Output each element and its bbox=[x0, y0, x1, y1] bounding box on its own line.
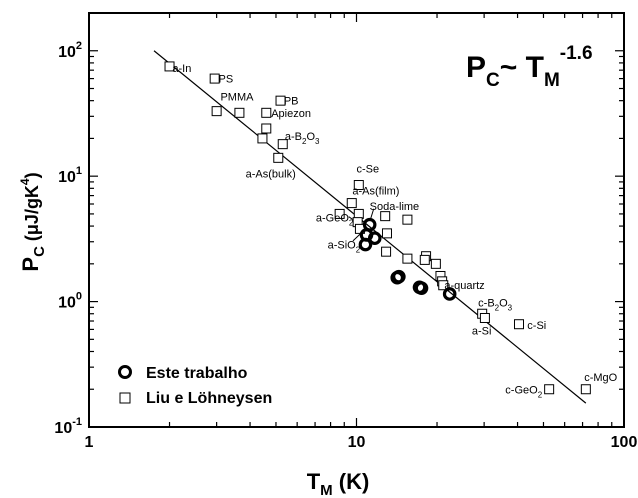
legend-square-marker bbox=[119, 392, 131, 404]
series-liu-lohneysen bbox=[164, 61, 591, 395]
circle-point bbox=[442, 287, 457, 301]
point-label: PMMA bbox=[220, 92, 254, 104]
point-label: a-GeO2 bbox=[316, 212, 354, 227]
legend-circle-marker bbox=[118, 365, 132, 379]
point-label: a-SiO2 bbox=[328, 240, 361, 255]
square-point bbox=[257, 133, 268, 144]
fit-line bbox=[153, 50, 587, 404]
tick-labels: 1 10 100 10-1 100 101 102 bbox=[54, 40, 637, 451]
x-axis-title: TM (K) bbox=[307, 469, 370, 498]
square-point bbox=[381, 246, 392, 257]
legend-label-liu-lohneysen: Liu e Löhneysen bbox=[146, 390, 272, 407]
square-point bbox=[164, 61, 175, 72]
square-point bbox=[438, 280, 449, 291]
y-tick-label: 100 bbox=[58, 291, 82, 312]
circle-point bbox=[392, 269, 406, 284]
square-point bbox=[402, 253, 413, 264]
point-label: a-B2O3 bbox=[285, 131, 320, 146]
square-point bbox=[234, 107, 245, 118]
square-point bbox=[430, 258, 441, 269]
circle-point bbox=[358, 237, 373, 252]
square-point bbox=[273, 152, 284, 163]
x-tick-label: 100 bbox=[611, 434, 638, 451]
square-point bbox=[277, 139, 288, 150]
square-point bbox=[275, 95, 286, 106]
legend-label-este-trabalho: Este trabalho bbox=[146, 365, 248, 382]
axis-ticks bbox=[89, 13, 624, 427]
x-tick-label: 10 bbox=[348, 434, 366, 451]
y-tick-label: 101 bbox=[58, 165, 82, 186]
point-label: PB bbox=[284, 96, 299, 108]
series-este-trabalho bbox=[358, 217, 457, 301]
square-point bbox=[346, 198, 357, 209]
square-point bbox=[580, 384, 591, 395]
square-point bbox=[402, 214, 413, 225]
point-label: c-GeO2 bbox=[505, 385, 542, 400]
square-point bbox=[380, 211, 391, 222]
square-point bbox=[513, 319, 524, 330]
y-axis-title: PC (μJ/gK4) bbox=[18, 172, 48, 271]
square-point bbox=[544, 384, 555, 395]
x-tick-label: 1 bbox=[85, 434, 94, 451]
square-point bbox=[381, 228, 392, 239]
point-label: PS bbox=[219, 74, 234, 86]
equation: PC~ TM-1.6 bbox=[466, 43, 593, 91]
point-label: a-quartz bbox=[444, 280, 484, 292]
y-tick-label: 10-1 bbox=[54, 416, 82, 437]
point-label: Soda-lime bbox=[370, 201, 420, 213]
point-label: c-Si bbox=[527, 320, 546, 332]
square-point bbox=[209, 73, 220, 84]
point-label: a-As(bulk) bbox=[246, 169, 296, 181]
point-label: a-As(film) bbox=[352, 185, 399, 197]
square-point bbox=[353, 180, 364, 191]
point-label: Apiezon bbox=[271, 108, 311, 120]
square-point bbox=[261, 107, 272, 118]
square-point bbox=[419, 254, 430, 265]
square-point bbox=[353, 208, 364, 219]
square-point bbox=[334, 208, 345, 219]
point-label: c-Se bbox=[357, 164, 380, 176]
square-point bbox=[211, 106, 222, 117]
circle-point bbox=[414, 281, 429, 295]
legend: Este trabalho Liu e Löhneysen bbox=[118, 365, 272, 407]
point-label: a-In bbox=[172, 63, 191, 75]
arrow-soda-lime bbox=[370, 208, 375, 219]
circle-point bbox=[367, 231, 382, 246]
point-label: a-Si bbox=[472, 325, 492, 337]
square-point bbox=[261, 123, 272, 134]
point-label: c-B2O3 bbox=[478, 298, 513, 313]
square-point bbox=[479, 312, 490, 323]
y-tick-label: 102 bbox=[58, 40, 82, 61]
point-label: c-MgO bbox=[584, 372, 617, 384]
